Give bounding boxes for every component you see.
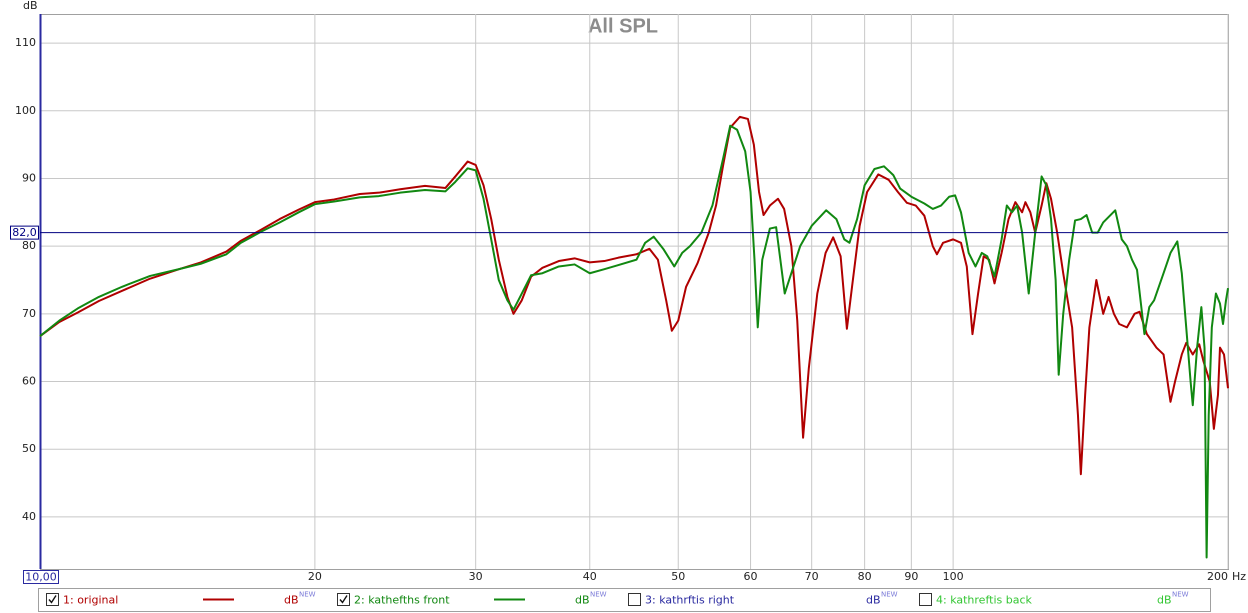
legend-unit: dB	[575, 594, 590, 607]
x-tick-label: 30	[469, 570, 483, 583]
legend-unit: dB	[1157, 594, 1172, 607]
legend-unit: dB	[866, 594, 881, 607]
legend-label: 1: original	[63, 594, 118, 607]
y-tick-label: 70	[22, 307, 36, 320]
y-tick-label: 80	[22, 239, 36, 252]
y-tick-label: 90	[22, 171, 36, 184]
y-tick-label: 60	[22, 375, 36, 388]
chart-title: All SPL	[588, 15, 658, 37]
x-tick-label: 20	[308, 570, 322, 583]
y-tick-label: 100	[15, 104, 36, 117]
legend-check	[48, 595, 57, 604]
cursor-label: 82,0	[12, 226, 37, 239]
legend-checkbox[interactable]	[919, 593, 932, 606]
series-line	[39, 115, 1229, 476]
x-tick-label: 40	[583, 570, 597, 583]
x-tick-label: 90	[904, 570, 918, 583]
x-axis-label: Hz	[1232, 570, 1246, 583]
y-tick-label: 50	[22, 442, 36, 455]
x-tick-label: 80	[858, 570, 872, 583]
cursor-box	[10, 225, 39, 240]
legend-checkbox[interactable]	[337, 593, 350, 606]
x-tick-label: 100	[943, 570, 964, 583]
legend-label: 3: kathrftis right	[645, 594, 735, 607]
legend-label: 2: kathefths front	[354, 594, 450, 607]
x-tick-label: 10,00	[25, 571, 57, 584]
legend-unit: dB	[284, 594, 299, 607]
legend-badge: NEW	[590, 591, 607, 599]
legend-checkbox[interactable]	[46, 593, 59, 606]
x-tick-label: 70	[805, 570, 819, 583]
legend-badge: NEW	[299, 591, 316, 599]
legend-check	[339, 595, 348, 604]
x-tick-label: 60	[744, 570, 758, 583]
legend-badge: NEW	[1172, 591, 1189, 599]
plot-area	[40, 14, 1229, 570]
y-axis-label: dB	[23, 0, 38, 12]
legend-box	[38, 588, 1211, 612]
legend-label: 4: kathreftis back	[936, 594, 1032, 607]
series-line	[39, 124, 1229, 559]
x-tick-label: 50	[671, 570, 685, 583]
y-tick-label: 40	[22, 510, 36, 523]
x-tick-label: 200	[1207, 570, 1228, 583]
y-tick-label: 110	[15, 36, 36, 49]
legend-badge: NEW	[881, 591, 898, 599]
x-start-box	[23, 570, 59, 584]
legend-checkbox[interactable]	[628, 593, 641, 606]
